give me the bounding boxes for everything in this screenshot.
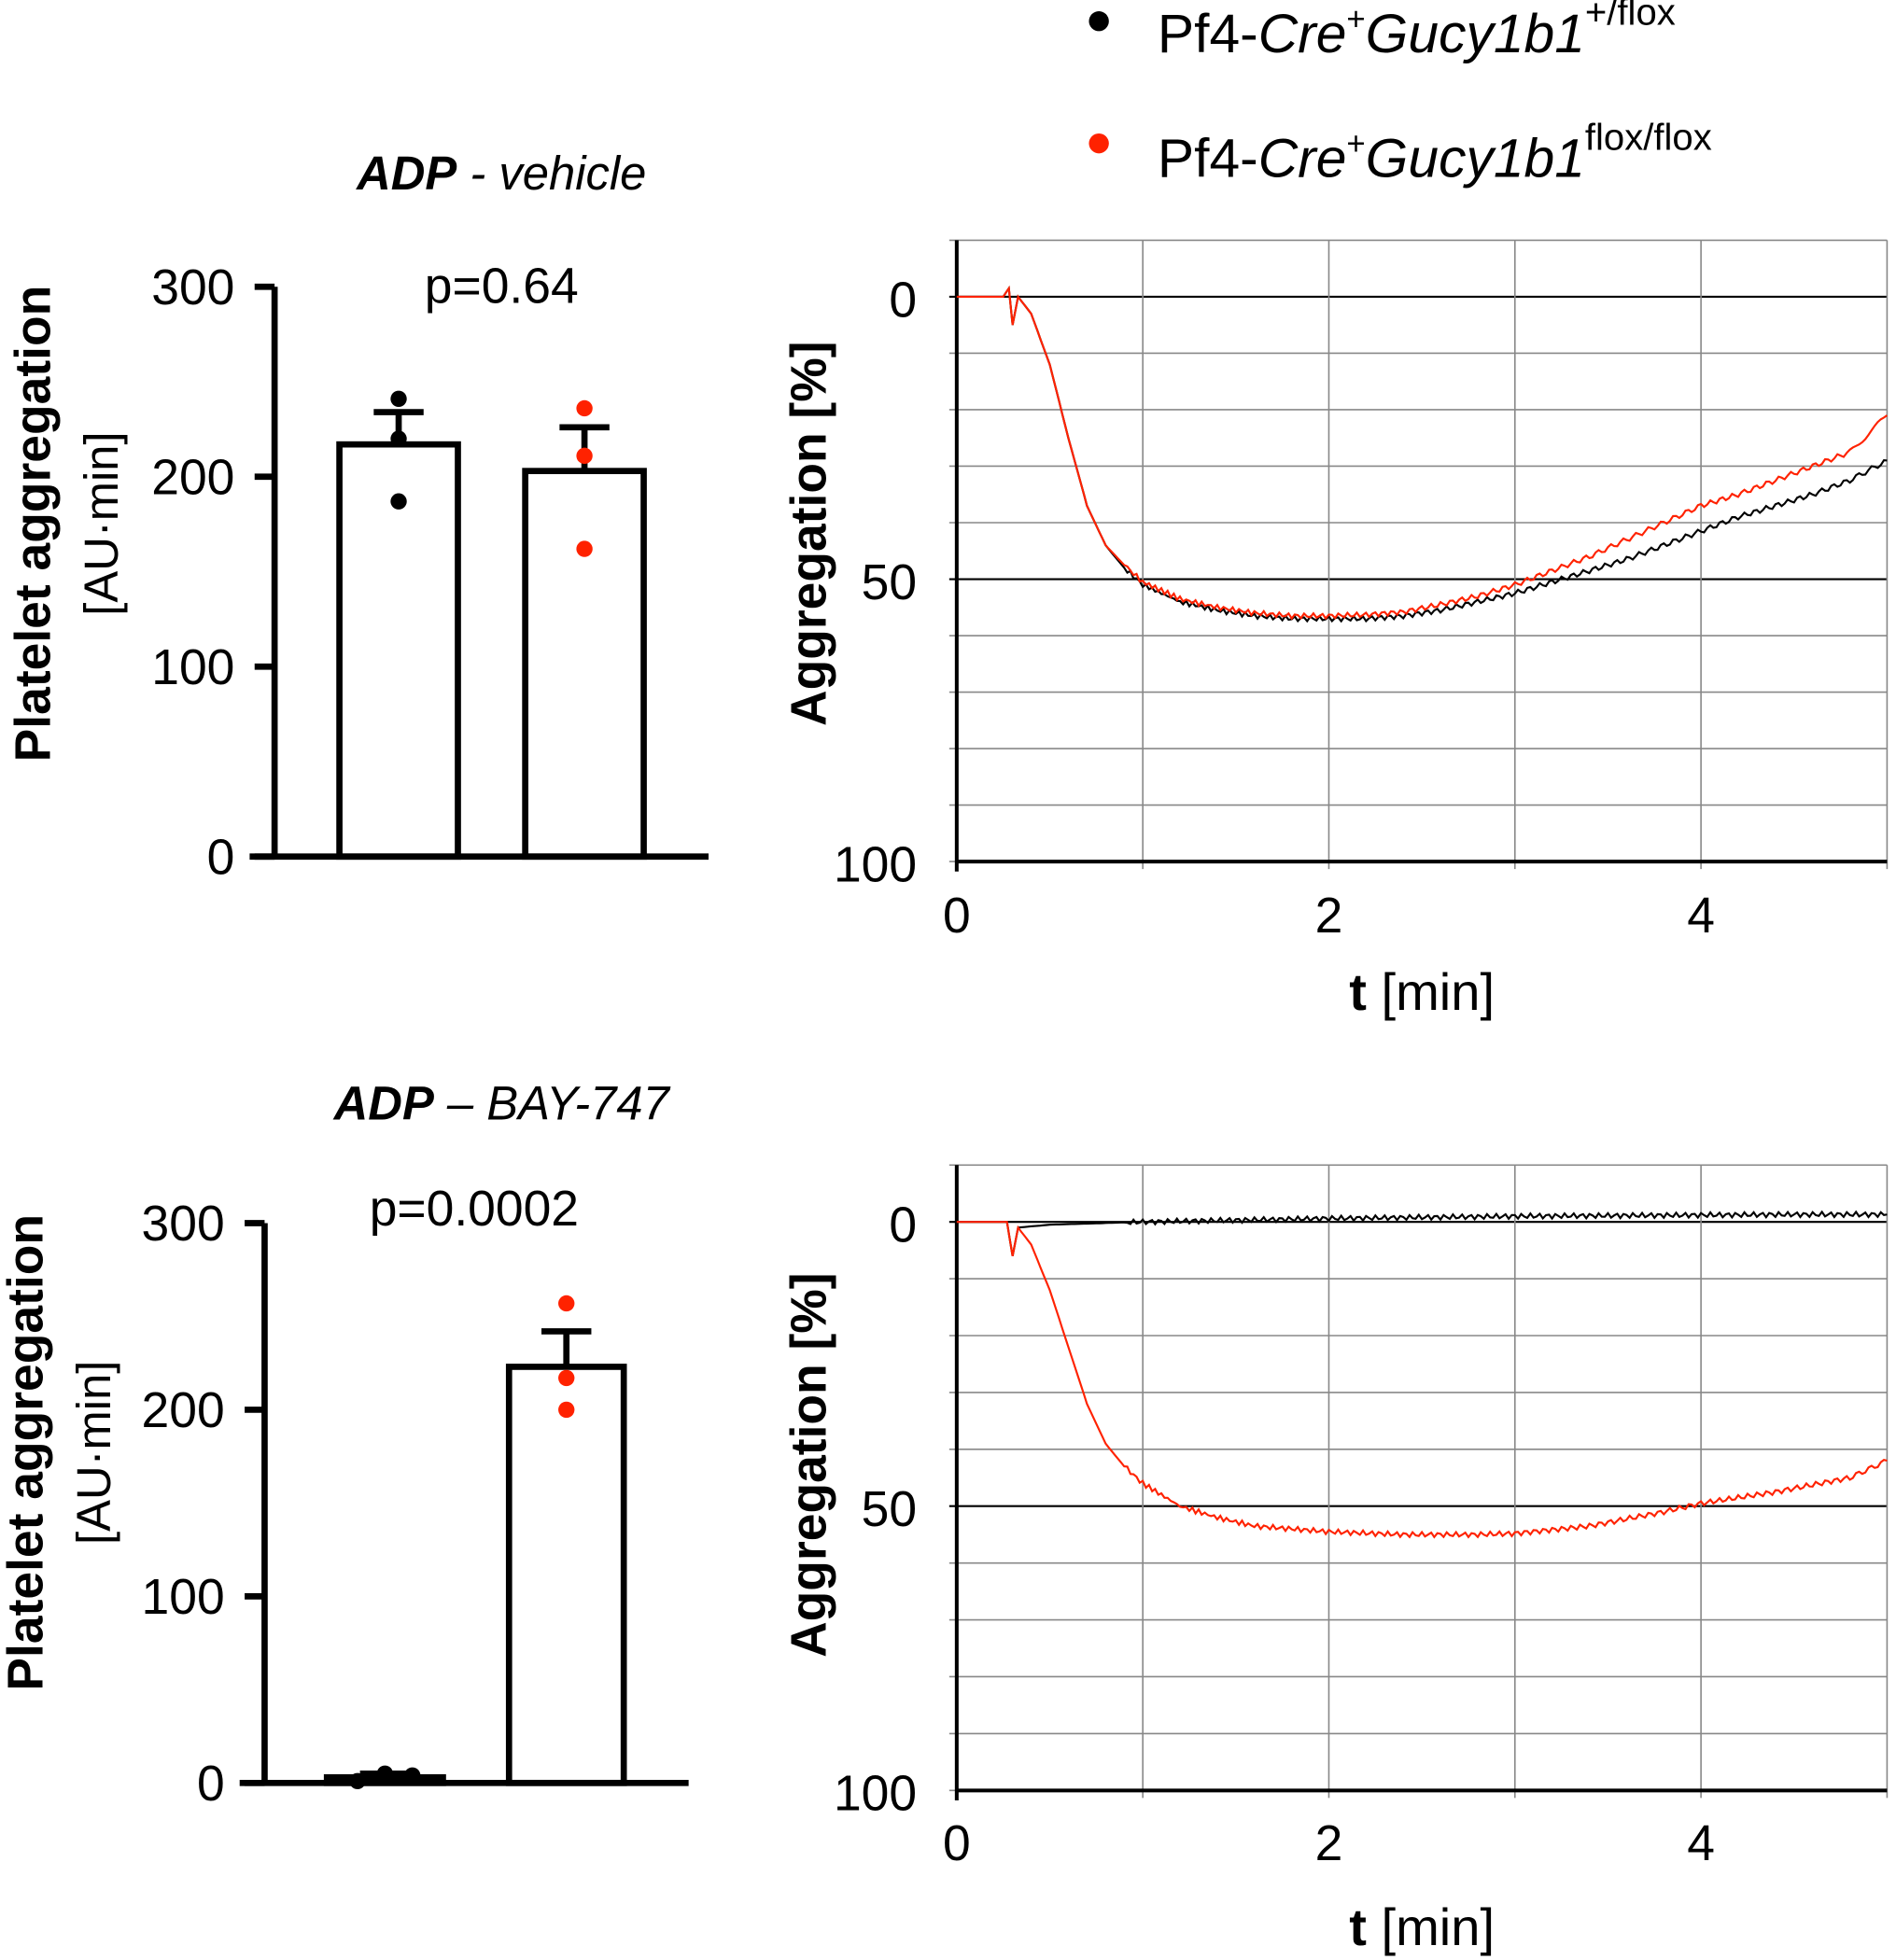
- y-axis-label: Aggregation [%]: [782, 1272, 837, 1658]
- legend-marker-ko: [1088, 133, 1109, 154]
- y-tick-label: 50: [862, 1482, 917, 1537]
- line-chart-vehicle: t [min] Aggregation [%] 0 50 100 0 2 4: [782, 239, 1889, 1021]
- x-axis-label: t [min]: [1349, 962, 1495, 1021]
- y-axis-unit: [AU·min]: [67, 1361, 120, 1545]
- y-tick-label: 200: [151, 450, 234, 505]
- y-tick-label: 0: [889, 1198, 917, 1253]
- x-tick-label: 4: [1687, 1816, 1715, 1871]
- y-tick-label: 200: [142, 1383, 225, 1438]
- data-point: [390, 493, 407, 510]
- data-point: [404, 1767, 421, 1784]
- legend-label-het: Pf4-Cre+Gucy1b1+/flox: [1158, 0, 1676, 64]
- y-tick-label: 100: [834, 837, 917, 892]
- legend-marker-het: [1088, 11, 1109, 32]
- series-line: [956, 1210, 1888, 1256]
- y-tick-label: 50: [862, 555, 917, 610]
- series-line: [956, 285, 1888, 623]
- chart-title: ADP - vehicle: [355, 147, 646, 200]
- bar: [336, 441, 461, 861]
- series-line: [956, 285, 1889, 621]
- y-axis-label: Platelet aggregation: [7, 286, 62, 763]
- y-axis-label: Aggregation [%]: [782, 341, 837, 726]
- bar: [505, 1364, 627, 1786]
- data-point: [576, 447, 593, 465]
- data-point: [376, 1765, 394, 1782]
- series-line: [956, 1221, 1888, 1539]
- data-point: [390, 430, 407, 447]
- x-tick-label: 2: [1315, 1816, 1343, 1871]
- bar-chart-bay747: ADP – BAY-747 p=0.0002 Platelet aggregat…: [0, 1077, 689, 1812]
- y-tick-label: 100: [834, 1767, 917, 1822]
- data-point: [558, 1295, 575, 1312]
- data-point: [390, 390, 407, 407]
- chart-title: ADP – BAY-747: [332, 1077, 671, 1130]
- x-tick-label: 0: [943, 889, 971, 944]
- x-tick-label: 2: [1315, 889, 1343, 944]
- bar: [522, 468, 647, 861]
- y-tick-label: 0: [197, 1757, 225, 1812]
- data-point: [558, 1401, 575, 1419]
- bar-chart-vehicle: ADP - vehicle p=0.64 Platelet aggregatio…: [7, 147, 709, 885]
- line-chart-bay747: t [min] Aggregation [%] 0 50 100 0 2 4: [782, 1164, 1889, 1956]
- data-point: [576, 540, 593, 557]
- y-axis-unit: [AU·min]: [75, 431, 128, 615]
- data-point: [558, 1369, 575, 1387]
- y-tick-label: 100: [142, 1570, 225, 1625]
- y-tick-label: 0: [889, 273, 917, 328]
- x-tick-label: 4: [1687, 889, 1715, 944]
- y-tick-label: 300: [151, 260, 234, 315]
- x-tick-label: 0: [943, 1816, 971, 1871]
- legend-label-ko: Pf4-Cre+Gucy1b1flox/flox: [1158, 117, 1712, 189]
- legend: Pf4-Cre+Gucy1b1+/flox Pf4-Cre+Gucy1b1flo…: [1088, 0, 1712, 189]
- p-value: p=0.0002: [370, 1182, 579, 1237]
- y-tick-label: 300: [142, 1197, 225, 1252]
- y-tick-label: 100: [151, 640, 234, 695]
- y-axis-label: Platelet aggregation: [0, 1214, 54, 1691]
- y-tick-label: 0: [207, 830, 235, 885]
- data-point: [576, 399, 593, 417]
- x-axis-label: t [min]: [1349, 1897, 1495, 1956]
- p-value: p=0.64: [425, 259, 579, 315]
